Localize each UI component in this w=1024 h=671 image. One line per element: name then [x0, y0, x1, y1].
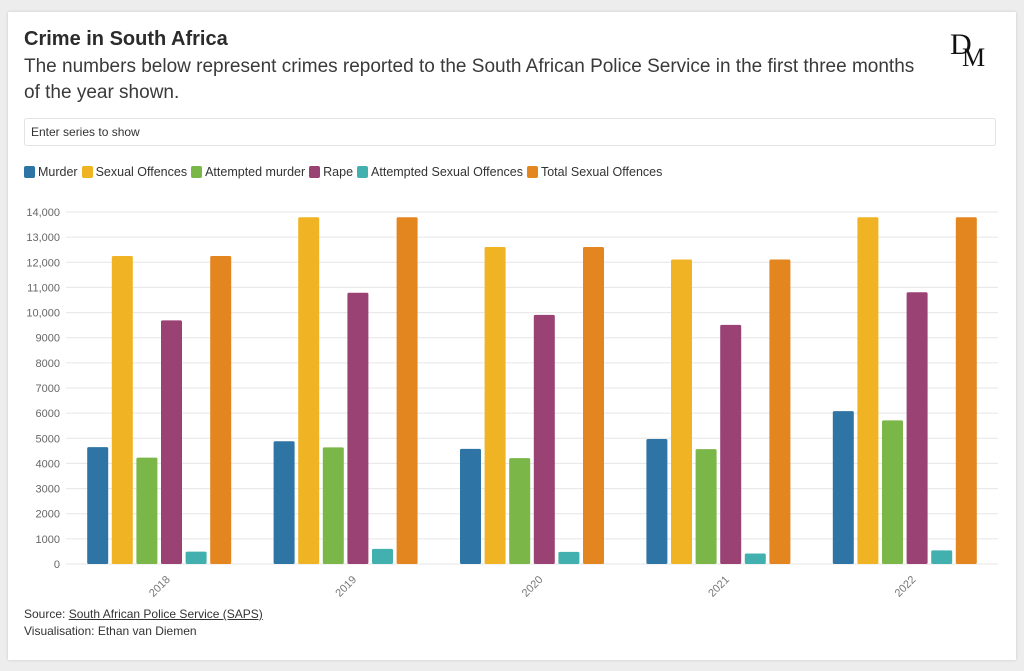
- source-prefix: Source:: [24, 607, 69, 621]
- legend-item[interactable]: Rape: [309, 165, 353, 179]
- legend-item[interactable]: Attempted Sexual Offences: [357, 165, 523, 179]
- bar[interactable]: [646, 439, 668, 564]
- y-tick-label: 2000: [36, 509, 60, 521]
- bar[interactable]: [484, 246, 506, 564]
- legend-swatch: [357, 166, 369, 178]
- bar[interactable]: [533, 314, 555, 564]
- bar[interactable]: [273, 441, 295, 564]
- bar[interactable]: [347, 292, 369, 564]
- bar[interactable]: [744, 553, 766, 564]
- x-tick-label: 2018: [147, 574, 173, 600]
- y-tick-label: 4000: [36, 458, 60, 470]
- y-tick-label: 12,000: [26, 257, 60, 269]
- y-tick-label: 6000: [36, 408, 60, 420]
- x-tick-label: 2020: [520, 574, 546, 600]
- logo-letter-m: M: [962, 43, 985, 72]
- chart-subtitle: The numbers below represent crimes repor…: [24, 56, 915, 103]
- bar[interactable]: [509, 458, 531, 564]
- legend-item[interactable]: Sexual Offences: [81, 165, 188, 179]
- y-tick-label: 11,000: [27, 282, 60, 294]
- legend-swatch: [24, 166, 35, 178]
- bar[interactable]: [210, 256, 232, 564]
- legend-swatch: [81, 166, 93, 178]
- y-tick-label: 1000: [36, 534, 60, 546]
- legend-label: Total Sexual Offences: [540, 165, 663, 179]
- y-tick-label: 3000: [36, 484, 60, 496]
- legend-label: Murder: [38, 165, 78, 179]
- bar[interactable]: [695, 449, 717, 564]
- legend-label: Rape: [323, 165, 354, 179]
- daily-maverick-logo[interactable]: D M: [948, 28, 996, 72]
- y-tick-label: 13,000: [26, 232, 60, 244]
- y-tick-label: 9000: [36, 333, 60, 345]
- y-tick-label: 14,000: [26, 207, 60, 219]
- bar[interactable]: [583, 246, 604, 564]
- legend-label: Sexual Offences: [95, 165, 188, 179]
- bar[interactable]: [832, 411, 854, 564]
- logo-letter-d: D: [950, 28, 972, 61]
- series-search-input[interactable]: [24, 118, 996, 146]
- bar[interactable]: [87, 447, 109, 564]
- bar[interactable]: [111, 256, 133, 564]
- legend-item[interactable]: Attempted murder: [191, 165, 305, 179]
- bar[interactable]: [906, 292, 928, 564]
- bar[interactable]: [720, 324, 742, 564]
- chart-title: Crime in South Africa: [24, 28, 228, 50]
- bar[interactable]: [185, 551, 207, 564]
- chart-card: Crime in South Africa The numbers below …: [8, 12, 1016, 660]
- bar[interactable]: [161, 320, 182, 564]
- bar[interactable]: [955, 217, 977, 564]
- y-tick-label: 8000: [36, 358, 60, 370]
- legend-swatch: [191, 166, 203, 178]
- chart-footer: Source: South African Police Service (SA…: [24, 606, 263, 640]
- y-tick-label: 5000: [36, 433, 60, 445]
- x-tick-label: 2021: [706, 574, 732, 600]
- bar[interactable]: [931, 550, 953, 564]
- credit-line: Visualisation: Ethan van Diemen: [24, 624, 197, 638]
- legend-swatch: [526, 166, 538, 178]
- bar[interactable]: [396, 217, 418, 564]
- bar[interactable]: [372, 548, 393, 564]
- bar[interactable]: [769, 259, 791, 564]
- source-line: Source: South African Police Service (SA…: [24, 606, 263, 623]
- bar[interactable]: [298, 217, 320, 564]
- x-tick-label: 2019: [333, 574, 359, 600]
- y-tick-label: 7000: [36, 383, 60, 395]
- legend-swatch: [309, 166, 321, 178]
- bar[interactable]: [882, 420, 903, 564]
- legend-label: Attempted Sexual Offences: [371, 165, 523, 179]
- bar[interactable]: [460, 448, 481, 564]
- source-link[interactable]: South African Police Service (SAPS): [68, 607, 263, 621]
- bar[interactable]: [136, 457, 158, 564]
- bar[interactable]: [558, 551, 580, 564]
- bar-chart: 0 1000 2000 3000 4000 5000 6000 7000 8000 9000 10,…: [26, 207, 998, 600]
- bar[interactable]: [857, 217, 879, 564]
- bar[interactable]: [671, 259, 692, 564]
- bar[interactable]: [322, 447, 344, 564]
- x-tick-label: 2022: [893, 574, 919, 600]
- y-tick-label: 0: [54, 559, 60, 571]
- legend-item[interactable]: Murder: [24, 165, 78, 179]
- chart-legend: Murder Sexual Offences Attempted murder Rap…: [24, 164, 666, 180]
- legend-label: Attempted murder: [205, 165, 306, 179]
- legend-item[interactable]: Total Sexual Offences: [526, 165, 663, 179]
- y-tick-label: 10,000: [26, 308, 60, 320]
